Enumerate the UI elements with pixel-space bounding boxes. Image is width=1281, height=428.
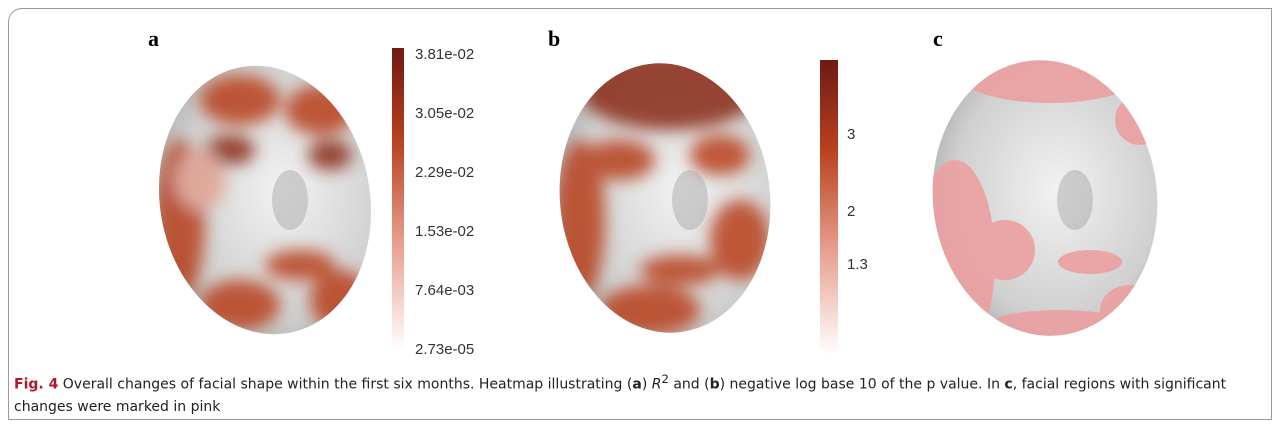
panel-label: a — [148, 26, 159, 51]
colorbar-tick-label: 3.81e-02 — [415, 46, 474, 63]
colorbar — [392, 48, 404, 350]
caption-text: c — [1004, 377, 1012, 393]
colorbar-tick-label: 2.29e-02 — [415, 164, 474, 181]
caption-text: Fig. 4 — [14, 377, 58, 393]
panel-label: b — [548, 26, 560, 51]
caption-text: Overall changes of facial shape within t… — [58, 377, 632, 393]
caption-text: a — [632, 377, 641, 393]
caption-text: R — [652, 377, 662, 393]
face-heatmap — [550, 50, 790, 355]
colorbar-tick-label: 2.73e-05 — [415, 341, 474, 358]
colorbar-tick-label: 3.05e-02 — [415, 105, 474, 122]
caption-text: ) — [642, 377, 652, 393]
colorbar-tick-label: 1.53e-02 — [415, 223, 474, 240]
caption-text: and ( — [669, 377, 710, 393]
panel-label: c — [933, 26, 943, 51]
page: a 3.81e-02 3.05e-02 2.29e-02 1.53e-02 7.64e-… — [0, 0, 1281, 428]
colorbar-tick-label: 3 — [847, 126, 855, 143]
colorbar-tick-label: 7.64e-03 — [415, 282, 474, 299]
colorbar-tick-label: 1.3 — [847, 256, 868, 273]
figure: a 3.81e-02 3.05e-02 2.29e-02 1.53e-02 7.64e-… — [0, 0, 1281, 365]
face-significance — [915, 47, 1165, 360]
caption-text: ) negative log base 10 of the p value. I… — [720, 377, 1005, 393]
caption-text: 2 — [661, 372, 668, 386]
colorbar-tick-label: 2 — [847, 203, 855, 220]
caption-text: b — [710, 377, 720, 393]
face-heatmap — [150, 55, 390, 355]
caption: Fig. 4 Overall changes of facial shape w… — [14, 368, 1264, 418]
colorbar — [820, 60, 838, 355]
